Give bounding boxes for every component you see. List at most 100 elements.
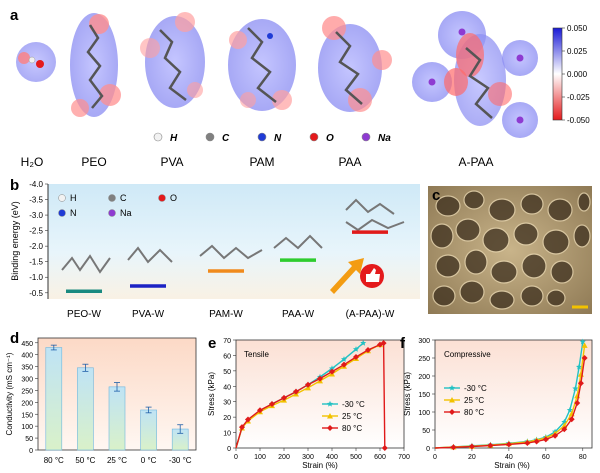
panel_e-y-tick-label: 30 (223, 400, 231, 407)
atom-legend-marker (309, 132, 319, 142)
panel_e-series-marker (360, 339, 367, 346)
sem-pore (488, 198, 516, 222)
panel_e-x-tick-label: 700 (398, 454, 410, 461)
panel_e-series-marker (329, 368, 335, 375)
panel_f-series-marker (487, 442, 494, 449)
panel_f-series-marker (524, 439, 531, 446)
panel-e-series (235, 339, 388, 451)
panel_f-legend-label: 80 °C (464, 408, 484, 417)
panel_e-series-marker (353, 353, 359, 360)
panel-d-letter: d (10, 330, 19, 347)
sem-pore (490, 260, 518, 284)
panel_f-y-tick-label: 300 (418, 338, 430, 345)
panel-d-bar (77, 367, 94, 451)
panel_e-x-tick-label: 500 (350, 454, 362, 461)
paa-density-map (318, 16, 392, 112)
panel_f-legend-marker (449, 397, 455, 403)
panel-b-y-tick-label: -2.0 (29, 242, 43, 251)
sem-pore (573, 224, 591, 248)
panel-d-bar (45, 347, 63, 451)
sem-pore (455, 218, 481, 242)
colorbar-tick-label: -0.050 (567, 116, 590, 125)
panel_e-series-marker (293, 388, 299, 395)
panel_f-legend-label: -30 °C (464, 384, 487, 393)
panel-e-legend: -30 °C 25 °C 80 °C (322, 400, 365, 433)
atom-legend-a: H C N O Na (153, 132, 391, 144)
pam-density-map (228, 19, 296, 111)
sem-pore (547, 198, 573, 222)
sem-pore (550, 260, 574, 284)
colorbar-tick-label: 0.025 (567, 47, 588, 56)
colorbar-ticks: 0.050 0.025 0.000 -0.025 -0.050 (562, 24, 590, 125)
panel_f-legend-marker (449, 409, 455, 415)
atom-legend-b-label: O (170, 193, 177, 203)
panel_e-x-tick-label: 300 (302, 454, 314, 461)
thumbs-up-icon (360, 264, 384, 288)
panel-b-y-tick-label: -3.5 (29, 196, 43, 205)
panel-b-molecule-sketches (61, 198, 405, 274)
panel_f-y-tick-label: 100 (418, 410, 430, 417)
panel-b: b -4.0 -3.5 -3.0 -2.5 -2.0 -1.5 -1.0 -0.5 Bindi… (10, 177, 420, 320)
panel-f-ticks: 0 50 100 150 200 250 300 0 20 40 60 80 (418, 338, 586, 461)
panel_e-series-marker (329, 365, 335, 372)
atom-legend-label: O (326, 133, 334, 144)
panel_e-y-tick-label: 0 (227, 446, 231, 453)
atom-legend-b: H C O N Na (58, 193, 177, 218)
panel-b-y-ticks: -4.0 -3.5 -3.0 -2.5 -2.0 -1.5 -1.0 -0.5 (29, 180, 48, 298)
panel_e-series-marker (381, 445, 388, 451)
panel-d-y-tick-label: 50 (25, 436, 33, 443)
panel_f-series-marker (572, 385, 579, 392)
panel_f-legend-label: 25 °C (464, 396, 484, 405)
atom-legend-marker (361, 132, 371, 142)
panel_e-x-tick-label: 400 (326, 454, 338, 461)
panel_f-series-marker (576, 363, 583, 370)
sem-pore (542, 229, 570, 255)
sem-pore (513, 222, 539, 246)
sem-pores (430, 190, 591, 310)
panel_f-series-marker (581, 355, 588, 361)
panel_e-legend-label: 80 °C (342, 424, 362, 433)
panel-d-category-label: 0 °C (141, 456, 157, 465)
panel_e-series-marker (353, 346, 359, 352)
panel-f-tag: Compressive (444, 350, 491, 359)
panel_e-y-tick-label: 50 (223, 369, 231, 376)
panel-b-y-tick-label: -1.5 (29, 258, 43, 267)
panel-d-y-tick-label: 350 (21, 365, 33, 372)
sem-pore (546, 289, 566, 307)
panel_e-legend-marker (327, 413, 333, 419)
panel_e-series-marker (239, 424, 245, 431)
panel_e-legend-marker (327, 400, 333, 407)
panel_f-series-line (434, 357, 586, 449)
panel-d-bar (140, 409, 157, 451)
panel_f-x-tick-label: 60 (542, 454, 550, 461)
panel-e-letter: e (208, 335, 216, 352)
molecule-label: PAM (249, 155, 274, 169)
panel-d-y-ticks: 0 50 100 150 200 250 300 350 400 450 (21, 341, 38, 455)
panel_e-series-line (235, 342, 386, 449)
apaa-density-map (412, 11, 538, 138)
panel_e-x-tick-label: 200 (278, 454, 290, 461)
panel_f-series-marker (450, 444, 457, 451)
panel_f-y-tick-label: 250 (418, 356, 430, 363)
colorbar-tick-label: 0.000 (567, 70, 588, 79)
panel-b-y-tick-label: -0.5 (29, 289, 43, 298)
sem-pore (435, 195, 461, 217)
panel_f-y-tick-label: 150 (418, 392, 430, 399)
panel-c-letter: c (432, 187, 440, 204)
panel-b-category-label: PEO-W (67, 309, 101, 320)
panel_e-series-marker (245, 416, 251, 423)
panel_e-series-marker (269, 401, 275, 408)
panel_e-legend-marker (327, 425, 333, 431)
improvement-arrow (330, 258, 364, 294)
panel-d-bars (45, 344, 189, 451)
panel-d-category-label: -30 °C (169, 456, 192, 465)
atom-legend-b-label: C (120, 193, 127, 203)
panel-b-category-labels: PEO-W PVA-W PAM-W PAA-W (A-PAA)-W (67, 309, 395, 320)
panel-d-y-tick-label: 100 (21, 424, 33, 431)
colorbar-tick-label: -0.025 (567, 93, 590, 102)
panel_f-series-marker (468, 443, 475, 450)
panel-e-ylabel: Stress (kPa) (207, 372, 216, 416)
